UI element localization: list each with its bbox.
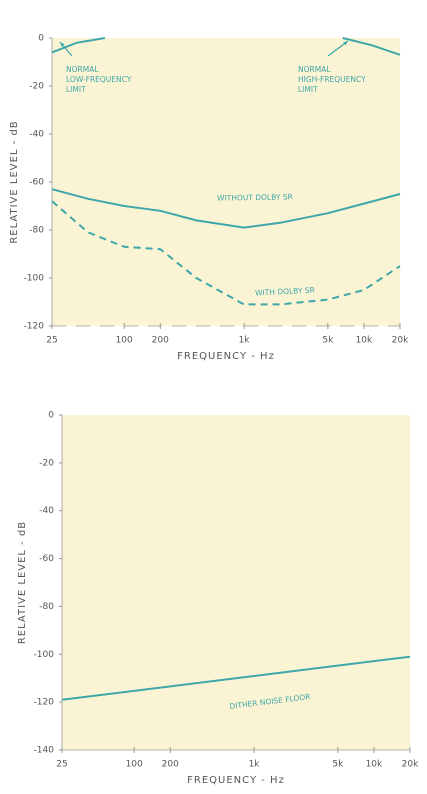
annotation: HIGH-FREQUENCY — [298, 75, 366, 84]
y-tick-label: -40 — [29, 130, 44, 140]
series-line — [61, 655, 411, 701]
annotation: NORMAL — [298, 65, 331, 74]
y-tick-label: -80 — [39, 602, 54, 612]
x-tick-label: 25 — [56, 760, 67, 770]
x-tick-label: 200 — [152, 336, 169, 346]
x-axis-label: FREQUENCY - Hz — [177, 351, 275, 362]
series-line — [51, 188, 401, 229]
x-tick-label: 100 — [116, 336, 133, 346]
series-line — [342, 37, 401, 56]
x-tick-label: 10k — [366, 760, 383, 770]
y-tick-label: -40 — [39, 506, 54, 516]
x-tick-label: 5k — [332, 760, 344, 770]
x-tick-label: 1k — [249, 760, 261, 770]
x-tick-label: 10k — [356, 336, 373, 346]
x-tick-label: 5k — [322, 336, 334, 346]
arrow-head — [343, 41, 348, 46]
x-tick-label: 200 — [162, 760, 179, 770]
y-tick-label: 0 — [38, 34, 44, 44]
x-tick-label: 25 — [46, 336, 57, 346]
y-tick-label: -60 — [39, 554, 54, 564]
y-tick-label: -100 — [24, 274, 45, 284]
x-axis-label: FREQUENCY - Hz — [187, 775, 285, 786]
series-line — [51, 37, 106, 54]
y-tick-label: -140 — [34, 746, 55, 756]
y-tick-label: -120 — [34, 698, 55, 708]
y-tick-label: -60 — [29, 178, 44, 188]
y-tick-label: 0 — [48, 411, 54, 421]
series-label: WITHOUT DOLBY SR — [217, 192, 293, 202]
annotation: LIMIT — [66, 85, 86, 94]
y-axis-label: RELATIVE LEVEL - dB — [17, 521, 28, 644]
plot-background — [62, 415, 410, 750]
y-axis-label: RELATIVE LEVEL - dB — [9, 120, 20, 243]
y-tick-label: -20 — [29, 82, 44, 92]
plot-background — [52, 38, 400, 326]
annotation: NORMAL — [66, 65, 99, 74]
y-tick-label: -120 — [24, 322, 45, 332]
series-label: WITH DOLBY SR — [255, 285, 315, 297]
series-line — [51, 200, 401, 306]
x-tick-label: 20k — [402, 760, 419, 770]
x-tick-label: 20k — [392, 336, 409, 346]
y-tick-label: -20 — [39, 458, 54, 468]
y-tick-label: -100 — [34, 650, 55, 660]
x-tick-label: 100 — [126, 760, 143, 770]
x-tick-label: 1k — [239, 336, 251, 346]
annotation: LIMIT — [298, 85, 318, 94]
annotation: LOW-FREQUENCY — [66, 75, 132, 84]
arrow-head — [60, 42, 65, 47]
y-tick-label: -80 — [29, 226, 44, 236]
